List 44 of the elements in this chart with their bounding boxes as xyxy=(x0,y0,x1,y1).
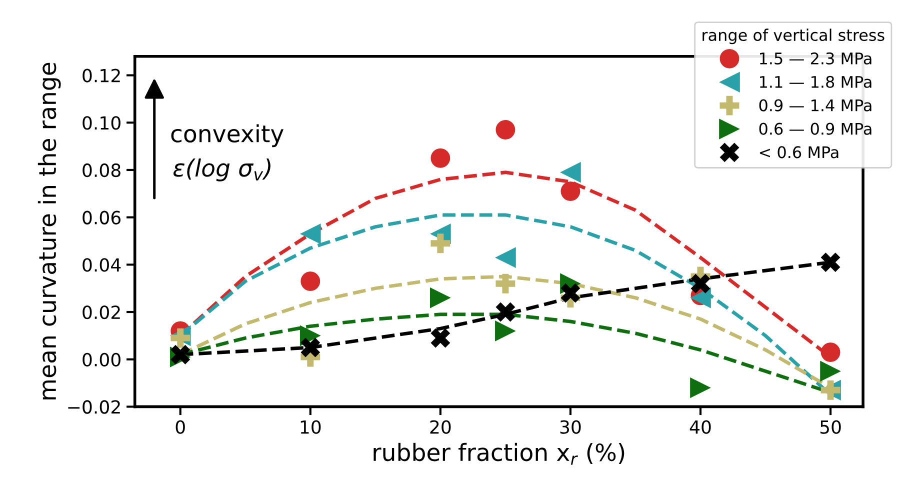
legend-label: 0.9 — 1.4 MPa xyxy=(759,99,872,112)
point xyxy=(430,234,450,254)
y-tick-label: 0.10 xyxy=(82,116,120,130)
legend-label: 0.6 — 0.9 MPa xyxy=(759,122,872,135)
point xyxy=(430,328,450,348)
point xyxy=(820,252,840,272)
y-tick-label: −0.02 xyxy=(68,400,120,414)
point xyxy=(430,287,451,308)
point xyxy=(690,274,710,294)
y-tick-label: 0.02 xyxy=(82,305,120,320)
x-tick-label: 30 xyxy=(560,420,581,434)
point xyxy=(690,377,711,398)
y-axis-title: mean curvature in the range xyxy=(38,62,61,400)
legend-label: 1.1 — 1.8 MPa xyxy=(760,76,872,88)
point xyxy=(495,247,516,268)
x-tick-label: 0 xyxy=(176,420,185,434)
legend-label: < 0.6 MPa xyxy=(760,146,838,158)
x-tick-label: 40 xyxy=(690,420,711,434)
point xyxy=(820,360,841,382)
y-tick-label: 0.00 xyxy=(82,352,120,366)
x-tick-label: 50 xyxy=(820,420,841,434)
point xyxy=(300,223,321,244)
x-tick-label: 20 xyxy=(430,420,451,434)
legend-title: range of vertical stress xyxy=(702,28,884,44)
point xyxy=(496,302,516,322)
point xyxy=(300,272,320,291)
point xyxy=(560,182,580,202)
y-tick-label: 0.04 xyxy=(82,258,121,272)
x-tick-label: 10 xyxy=(300,420,321,434)
point xyxy=(496,120,516,140)
legend-label: 1.5 — 2.3 MPa xyxy=(760,52,872,64)
point xyxy=(560,162,581,183)
annotation: convexity xyxy=(171,124,284,148)
point xyxy=(495,320,516,342)
point xyxy=(430,148,450,168)
point xyxy=(496,274,516,294)
x-axis-title: rubber fraction x$_{r}$ (%) xyxy=(374,442,624,465)
point xyxy=(820,342,840,362)
annotation: ε(log σ$_{v}$) xyxy=(173,158,270,182)
point xyxy=(300,338,320,358)
y-tick-label: 0.12 xyxy=(82,68,120,82)
point xyxy=(560,283,580,303)
y-tick-label: 0.06 xyxy=(82,210,121,224)
y-tick-label: 0.08 xyxy=(82,163,120,178)
